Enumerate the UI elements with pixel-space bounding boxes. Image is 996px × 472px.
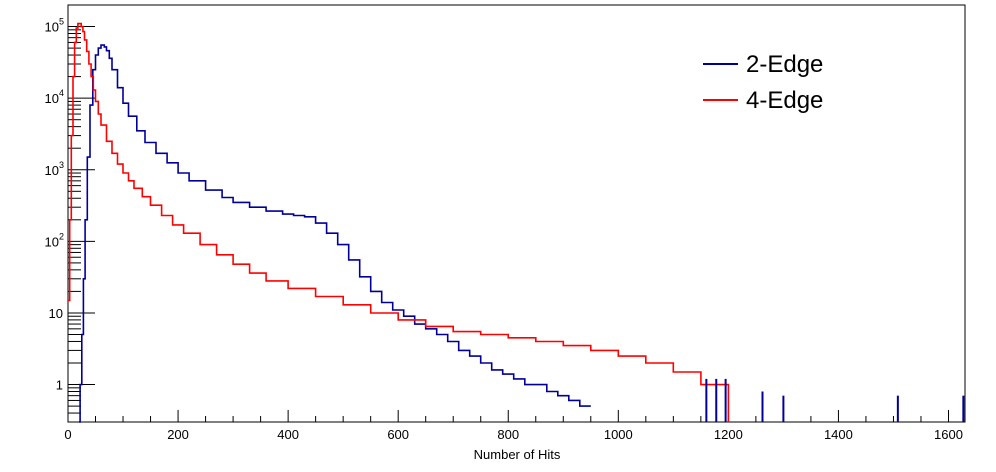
y-tick-label: 10 (49, 306, 63, 321)
x-axis-ticks (67, 410, 949, 422)
x-tick-label: 1600 (934, 427, 963, 442)
x-tick-label: 1400 (824, 427, 853, 442)
x-axis-title: Number of Hits (474, 447, 561, 462)
legend-label: 4-Edge (746, 87, 823, 114)
x-tick-label: 1000 (604, 427, 633, 442)
x-tick-label: 200 (167, 427, 189, 442)
y-axis-tick-labels: 1 10 102 103 104 105 (45, 17, 64, 393)
x-tick-label: 0 (64, 427, 71, 442)
x-tick-label: 1200 (714, 427, 743, 442)
x-tick-label: 400 (277, 427, 299, 442)
series-line-two-edge (79, 44, 591, 423)
y-tick-label: 1 (56, 378, 63, 393)
series-line-four-edge (68, 22, 730, 422)
legend-label: 2-Edge (746, 51, 823, 78)
x-tick-label: 600 (387, 427, 409, 442)
y-tick-label: 102 (45, 231, 64, 249)
x-tick-label: 800 (497, 427, 519, 442)
y-tick-label: 103 (45, 160, 64, 178)
series-layer (68, 22, 965, 423)
legend: 2-Edge 4-Edge (703, 51, 823, 114)
y-tick-label: 105 (45, 17, 64, 35)
y-axis-ticks (68, 4, 95, 423)
plot-frame (67, 4, 966, 423)
x-axis-tick-labels: 0 200 400 600 800 1000 1200 1400 1600 (64, 427, 963, 442)
y-tick-label: 104 (45, 88, 64, 106)
